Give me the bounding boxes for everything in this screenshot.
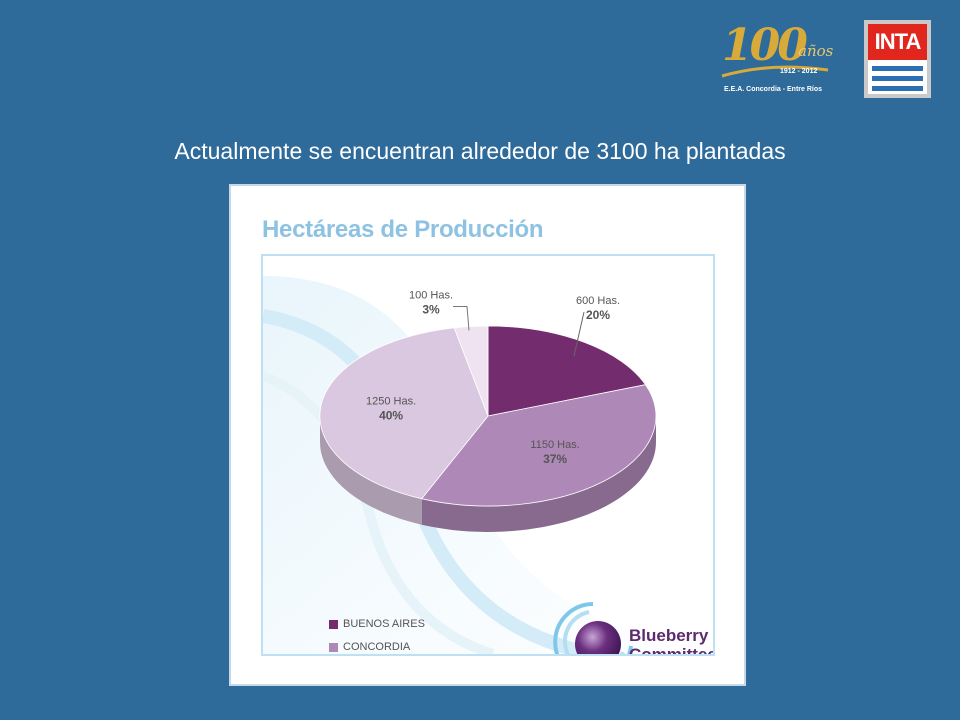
slice-value-label: 1150 Has. [530, 439, 579, 451]
slice-percent-label: 37% [543, 452, 567, 466]
leader-line [453, 305, 470, 331]
pie-slice-others [453, 325, 489, 417]
inta-logo-text: INTA [868, 24, 927, 60]
slice-percent-label: 20% [586, 308, 610, 322]
pie-slice-buenos-aires [487, 325, 647, 417]
inta-logo: INTA [864, 20, 931, 98]
pie-side-concordia [421, 416, 656, 532]
centenary-number: 100 [722, 20, 808, 71]
chart-panel: Hectáreas de Producción 600 Has. 20% 1150 … [229, 184, 746, 686]
centenary-place: E.E.A. Concordia - Entre Ríos [724, 86, 823, 93]
chart-area: 600 Has. 20% 1150 Has. 37% 1250 Has. 40% 100 H… [261, 254, 715, 656]
centenary-years: 1912 - 2012 [780, 68, 818, 75]
inta-stripe-icon [872, 86, 923, 91]
legend-swatch [329, 620, 338, 629]
blueberry-icon [553, 602, 633, 654]
centenary-word: años [798, 42, 834, 60]
pie-chart: 600 Has.20% 1150 Has.37% 1250 Has.40% 100 H… [319, 290, 657, 532]
legend-label: BUENOS AIRES [343, 618, 425, 630]
blueberry-committee-logo: Blueberry Committee [553, 596, 715, 656]
pie-slice-tucuman [319, 327, 489, 500]
slice-percent-label: 3% [422, 303, 440, 317]
slice-value-label: 600 Has. [576, 295, 620, 307]
pie-side-tucuman [320, 416, 422, 525]
inta-stripe-icon [872, 76, 923, 81]
slide-title: Actualmente se encuentran alrededor de 3… [174, 138, 786, 164]
slice-percent-label: 40% [379, 409, 403, 423]
legend-label: CONCORDIA [343, 641, 411, 653]
chart-title: Hectáreas de Producción [262, 216, 544, 243]
legend-swatch [329, 643, 338, 652]
blueberry-logo-line1: Blueberry [629, 626, 709, 645]
inta-stripe-icon [872, 66, 923, 71]
slice-value-label: 100 Has. [409, 290, 453, 302]
slice-value-label: 1250 Has. [366, 396, 416, 408]
pie-slice-concordia [420, 384, 657, 507]
leader-line [573, 312, 585, 357]
centenary-logo: 100 años 1912 - 2012 E.E.A. Concordia - … [718, 18, 840, 100]
swoosh-icon [721, 65, 829, 78]
blueberry-logo-line2: Committee [629, 645, 715, 656]
